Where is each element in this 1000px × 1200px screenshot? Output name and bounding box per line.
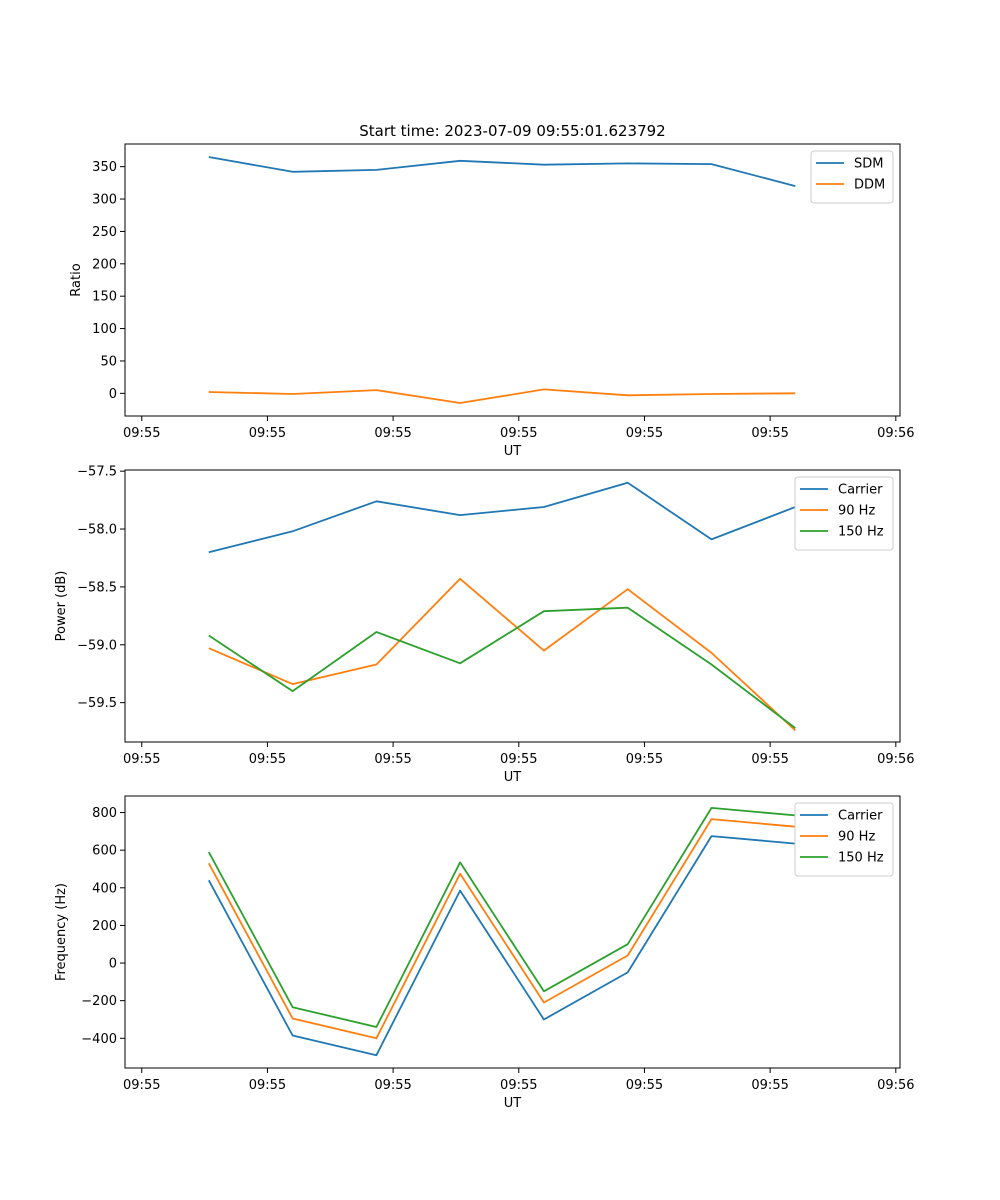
y-tick-label: 50	[100, 354, 117, 369]
y-tick-label: 0	[109, 387, 117, 402]
y-tick-label: 600	[92, 844, 117, 859]
legend-label: 150 Hz	[838, 851, 884, 866]
axes-frame	[124, 795, 901, 1069]
y-axis-label: Power (dB)	[54, 571, 69, 642]
y-tick-label: −59.0	[77, 638, 117, 653]
x-tick-label: 09:55	[249, 426, 286, 441]
subplot-1: 09:55 09:55 09:55 09:55 09:55 09:55 09:56 0 50 10…	[69, 143, 915, 459]
axes-frame	[124, 143, 901, 417]
axes-frame	[124, 469, 901, 743]
series-line-carrier	[208, 481, 796, 554]
y-tick-label: −57.5	[77, 465, 117, 480]
series-line-ddm	[208, 388, 796, 404]
x-tick-label: 09:55	[500, 1078, 537, 1093]
y-tick-label: −59.5	[77, 696, 117, 711]
y-tick-label: 250	[92, 225, 117, 240]
x-tick-label: 09:55	[249, 1078, 286, 1093]
subplot-3: 09:55 09:55 09:55 09:55 09:55 09:55 09:56 −400 −…	[54, 795, 915, 1111]
x-tick-label: 09:55	[123, 426, 160, 441]
plot-area	[125, 796, 900, 1068]
y-tick-label: 0	[109, 957, 117, 972]
y-tick-label: −58.0	[77, 523, 117, 538]
x-tick-label: 09:55	[374, 752, 411, 767]
x-tick-label: 09:56	[877, 426, 914, 441]
legend-label: Carrier	[838, 809, 883, 824]
x-tick-label: 09:56	[877, 752, 914, 767]
series-line-sdm	[208, 156, 796, 187]
x-tick-label: 09:55	[249, 752, 286, 767]
y-tick-label: −200	[81, 994, 117, 1009]
y-tick-label: −58.5	[77, 580, 117, 595]
legend: Carrier 90 Hz 150 Hz	[794, 802, 894, 877]
series-line-90-hz	[208, 818, 796, 1040]
series-line-150-hz	[208, 807, 796, 1028]
legend-label: Carrier	[838, 483, 883, 498]
legend-label: DDM	[854, 178, 885, 193]
legend-label: SDM	[854, 157, 883, 172]
x-tick-label: 09:55	[374, 1078, 411, 1093]
y-tick-label: 200	[92, 919, 117, 934]
legend-label: 150 Hz	[838, 525, 884, 540]
x-tick-label: 09:55	[626, 426, 663, 441]
x-tick-label: 09:56	[877, 1078, 914, 1093]
subplot-2: 09:55 09:55 09:55 09:55 09:55 09:55 09:56 −57.5…	[54, 465, 915, 785]
x-tick-label: 09:55	[500, 426, 537, 441]
y-tick-label: 100	[92, 322, 117, 337]
plots-container: 09:55 09:55 09:55 09:55 09:55 09:55 09:56 0 50 10…	[54, 143, 915, 1111]
x-tick-label: 09:55	[626, 752, 663, 767]
y-axis-label: Ratio	[69, 263, 84, 296]
x-axis-label: UT	[504, 770, 522, 785]
y-tick-label: 800	[92, 806, 117, 821]
x-tick-label: 09:55	[751, 1078, 788, 1093]
series-line-carrier	[208, 835, 796, 1057]
x-tick-label: 09:55	[374, 426, 411, 441]
x-tick-label: 09:55	[123, 752, 160, 767]
x-tick-label: 09:55	[626, 1078, 663, 1093]
x-tick-label: 09:55	[500, 752, 537, 767]
chart-title: Start time: 2023-07-09 09:55:01.623792	[359, 122, 665, 140]
legend-box	[810, 150, 894, 204]
x-tick-label: 09:55	[751, 752, 788, 767]
x-axis-label: UT	[504, 1096, 522, 1111]
y-tick-label: 150	[92, 290, 117, 305]
y-tick-label: 350	[92, 160, 117, 175]
x-tick-label: 09:55	[751, 426, 788, 441]
y-tick-label: 200	[92, 257, 117, 272]
legend: Carrier 90 Hz 150 Hz	[794, 476, 894, 551]
legend-label: 90 Hz	[838, 504, 875, 519]
plot-area	[125, 470, 900, 742]
legend: SDM DDM	[810, 150, 894, 204]
x-axis-label: UT	[504, 444, 522, 459]
x-tick-label: 09:55	[123, 1078, 160, 1093]
y-tick-label: 400	[92, 881, 117, 896]
y-tick-label: −400	[81, 1032, 117, 1047]
legend-label: 90 Hz	[838, 830, 875, 845]
plot-area	[125, 144, 900, 416]
y-axis-label: Frequency (Hz)	[54, 883, 69, 981]
y-tick-label: 300	[92, 193, 117, 208]
series-line-150-hz	[208, 606, 796, 729]
